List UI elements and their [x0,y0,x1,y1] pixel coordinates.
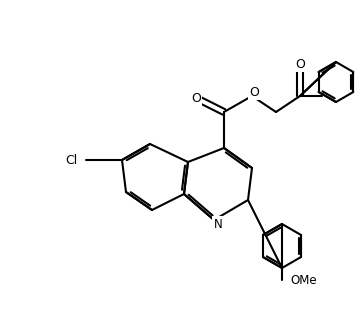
Text: O: O [191,92,201,105]
Text: OMe: OMe [290,273,317,287]
Text: O: O [249,86,259,99]
Text: Cl: Cl [66,154,78,167]
Text: O: O [295,58,305,71]
Text: N: N [214,218,222,231]
